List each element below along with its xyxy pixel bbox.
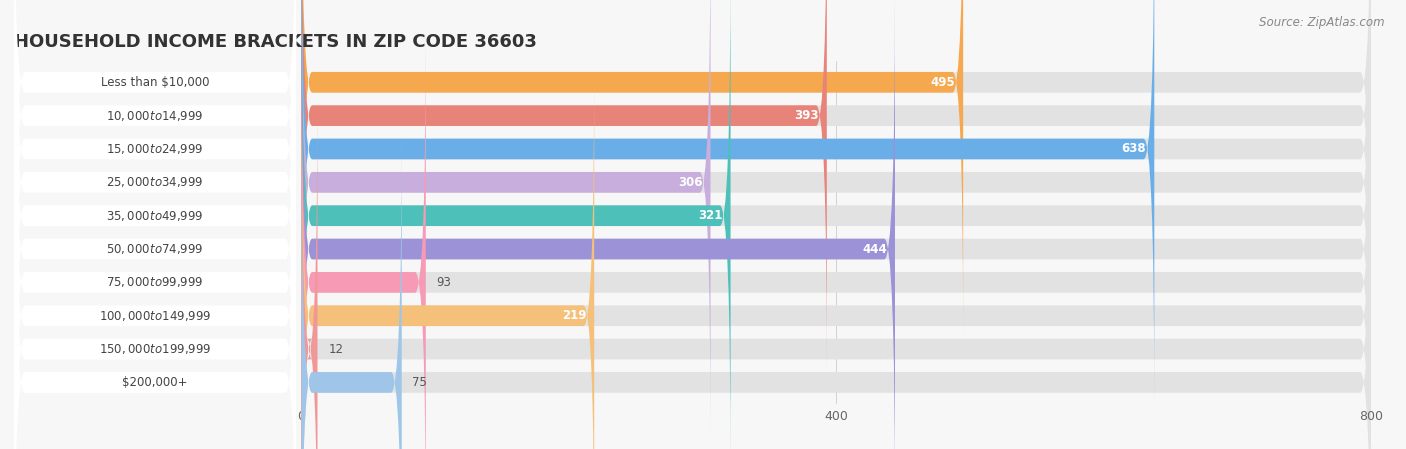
Text: $150,000 to $199,999: $150,000 to $199,999	[98, 342, 211, 356]
Text: $10,000 to $14,999: $10,000 to $14,999	[107, 109, 204, 123]
FancyBboxPatch shape	[14, 0, 297, 449]
Text: $50,000 to $74,999: $50,000 to $74,999	[107, 242, 204, 256]
FancyBboxPatch shape	[14, 0, 297, 339]
FancyBboxPatch shape	[301, 0, 896, 449]
FancyBboxPatch shape	[301, 92, 1371, 449]
FancyBboxPatch shape	[14, 92, 297, 449]
Text: Less than $10,000: Less than $10,000	[101, 76, 209, 89]
FancyBboxPatch shape	[14, 26, 297, 449]
Text: 219: 219	[561, 309, 586, 322]
Text: HOUSEHOLD INCOME BRACKETS IN ZIP CODE 36603: HOUSEHOLD INCOME BRACKETS IN ZIP CODE 36…	[14, 33, 537, 51]
Text: Source: ZipAtlas.com: Source: ZipAtlas.com	[1260, 16, 1385, 29]
FancyBboxPatch shape	[301, 59, 1371, 449]
FancyBboxPatch shape	[301, 0, 963, 339]
FancyBboxPatch shape	[301, 0, 1371, 372]
FancyBboxPatch shape	[14, 0, 297, 372]
FancyBboxPatch shape	[301, 26, 426, 449]
FancyBboxPatch shape	[301, 92, 318, 449]
Text: 93: 93	[436, 276, 451, 289]
Text: 306: 306	[678, 176, 703, 189]
FancyBboxPatch shape	[14, 0, 297, 439]
FancyBboxPatch shape	[14, 126, 297, 449]
Text: $25,000 to $34,999: $25,000 to $34,999	[107, 176, 204, 189]
FancyBboxPatch shape	[301, 26, 1371, 449]
FancyBboxPatch shape	[301, 0, 1154, 405]
FancyBboxPatch shape	[301, 0, 1371, 439]
Text: $100,000 to $149,999: $100,000 to $149,999	[98, 309, 211, 323]
Text: 393: 393	[794, 109, 818, 122]
FancyBboxPatch shape	[301, 0, 1371, 339]
Text: 75: 75	[412, 376, 427, 389]
Text: 638: 638	[1122, 142, 1146, 155]
FancyBboxPatch shape	[301, 0, 1371, 449]
Text: $15,000 to $24,999: $15,000 to $24,999	[107, 142, 204, 156]
Text: 444: 444	[862, 242, 887, 255]
Text: 12: 12	[328, 343, 343, 356]
FancyBboxPatch shape	[14, 0, 297, 405]
Text: 495: 495	[931, 76, 955, 89]
FancyBboxPatch shape	[301, 0, 827, 372]
Text: 321: 321	[699, 209, 723, 222]
FancyBboxPatch shape	[301, 0, 710, 439]
FancyBboxPatch shape	[14, 59, 297, 449]
FancyBboxPatch shape	[301, 59, 595, 449]
FancyBboxPatch shape	[301, 0, 1371, 449]
FancyBboxPatch shape	[14, 0, 297, 449]
Text: $200,000+: $200,000+	[122, 376, 188, 389]
FancyBboxPatch shape	[301, 0, 1371, 405]
Text: $75,000 to $99,999: $75,000 to $99,999	[107, 275, 204, 289]
FancyBboxPatch shape	[301, 126, 402, 449]
FancyBboxPatch shape	[301, 126, 1371, 449]
Text: $35,000 to $49,999: $35,000 to $49,999	[107, 209, 204, 223]
FancyBboxPatch shape	[301, 0, 731, 449]
